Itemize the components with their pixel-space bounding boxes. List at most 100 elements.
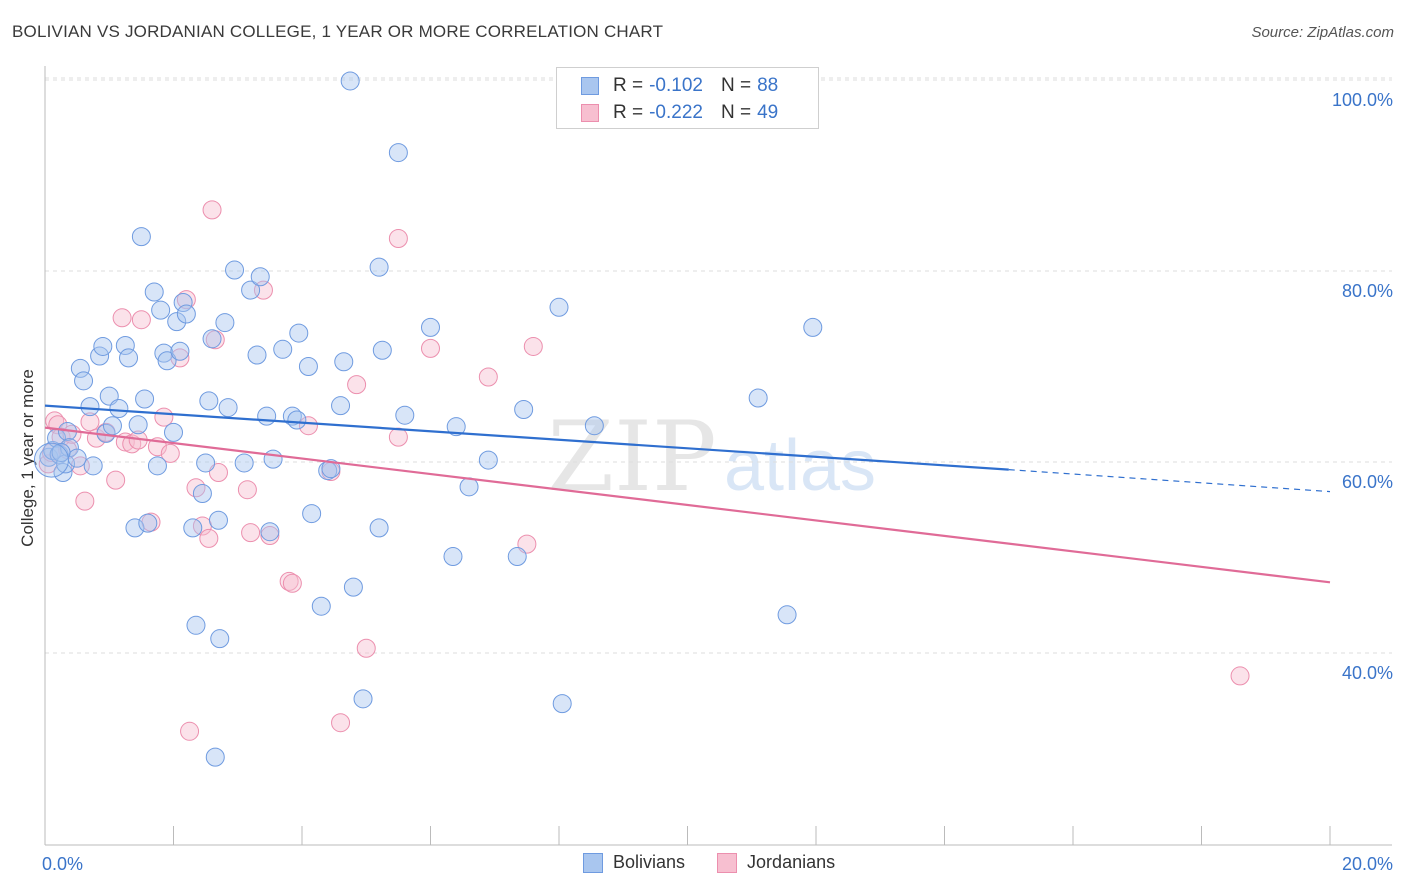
data-point-bolivians xyxy=(205,747,225,767)
data-point-bolivians xyxy=(443,547,463,567)
data-point-bolivians xyxy=(514,399,534,419)
data-point-bolivians xyxy=(395,405,415,425)
data-point-bolivians xyxy=(552,694,572,714)
legend-n-label: N = xyxy=(720,75,752,96)
trend-line-jordanians xyxy=(44,426,1331,584)
data-point-bolivians xyxy=(109,399,129,419)
data-point-jordanians xyxy=(154,407,174,427)
data-point-bolivians xyxy=(115,335,135,355)
data-point-jordanians xyxy=(106,470,126,490)
data-point-bolivians xyxy=(173,293,193,313)
data-point-bolivians xyxy=(321,459,341,479)
data-point-bolivians xyxy=(343,577,363,597)
legend-r-label: R = xyxy=(613,102,644,123)
data-point-bolivians xyxy=(334,352,354,372)
data-point-bolivians xyxy=(56,454,76,474)
data-point-bolivians xyxy=(199,391,219,411)
trend-line-bolivians xyxy=(44,404,1009,471)
data-point-bolivians xyxy=(311,596,331,616)
data-point-bolivians xyxy=(353,689,373,709)
y-tick-label: 40.0% xyxy=(1342,663,1393,683)
data-point-jordanians xyxy=(176,290,196,310)
data-point-jordanians xyxy=(80,412,100,432)
data-point-bolivians xyxy=(215,313,235,333)
data-point-jordanians xyxy=(199,528,219,548)
data-point-jordanians xyxy=(347,375,367,395)
data-point-jordanians xyxy=(131,310,151,330)
data-point-bolivians xyxy=(93,336,113,356)
data-point-bolivians xyxy=(144,282,164,302)
data-point-bolivians xyxy=(167,312,187,332)
data-point-bolivians xyxy=(234,453,254,473)
y-tick-label: 60.0% xyxy=(1342,472,1393,492)
data-point-bolivians xyxy=(225,260,245,280)
data-point-bolivians xyxy=(250,267,270,287)
legend-n-label: N = xyxy=(720,102,752,123)
data-point-jordanians xyxy=(388,229,408,249)
data-point-jordanians xyxy=(160,443,180,463)
data-point-bolivians xyxy=(164,422,183,442)
data-point-bolivians xyxy=(125,518,145,538)
data-point-jordanians xyxy=(298,416,318,436)
legend-swatch-bolivians xyxy=(581,77,599,95)
data-point-bolivians xyxy=(128,415,148,435)
data-point-bolivians xyxy=(247,345,267,365)
data-point-bolivians xyxy=(192,484,212,504)
data-point-bolivians xyxy=(340,71,360,91)
data-point-cluster xyxy=(33,442,69,478)
legend-item-bolivians[interactable]: Bolivians xyxy=(583,852,685,873)
trend-line-bolivians-extension xyxy=(1008,469,1331,493)
data-point-jordanians xyxy=(208,463,228,483)
legend-n-value: 49 xyxy=(757,102,779,123)
legend-item-jordanians[interactable]: Jordanians xyxy=(717,852,835,873)
x-tick-label-max: 20.0% xyxy=(1342,854,1393,874)
y-tick-label: 100.0% xyxy=(1332,90,1393,110)
data-point-bolivians xyxy=(369,257,389,277)
data-point-bolivians xyxy=(260,522,280,542)
data-point-bolivians xyxy=(74,371,94,391)
data-point-bolivians xyxy=(196,453,216,473)
data-point-bolivians xyxy=(549,297,569,317)
data-point-bolivians xyxy=(102,416,122,436)
data-point-bolivians xyxy=(748,388,768,408)
data-point-bolivians xyxy=(241,280,261,300)
data-point-bolivians xyxy=(135,389,155,409)
data-point-bolivians xyxy=(154,343,174,363)
data-point-jordanians xyxy=(282,573,302,593)
data-point-bolivians xyxy=(289,323,309,343)
data-point-bolivians xyxy=(218,398,238,418)
data-point-bolivians xyxy=(176,304,196,324)
data-point-bolivians xyxy=(777,605,797,625)
data-point-bolivians xyxy=(183,518,203,538)
data-point-bolivians xyxy=(421,317,440,337)
data-point-bolivians xyxy=(803,317,823,337)
data-point-bolivians xyxy=(151,300,171,320)
data-point-bolivians xyxy=(372,340,392,360)
legend-swatch-jordanians xyxy=(717,852,738,873)
source-label: Source: ZipAtlas.com xyxy=(1251,24,1394,41)
data-point-jordanians xyxy=(388,427,408,447)
y-tick-label: 80.0% xyxy=(1342,281,1393,301)
watermark: ZIP atlas xyxy=(547,401,876,513)
legend-r-value: -0.102 xyxy=(649,75,703,96)
data-point-bolivians xyxy=(331,396,351,416)
data-point-jordanians xyxy=(202,200,222,220)
data-point-bolivians xyxy=(131,227,151,247)
data-point-bolivians xyxy=(186,615,206,635)
watermark-zip: ZIP xyxy=(547,401,716,513)
data-point-bolivians xyxy=(202,329,222,349)
data-point-bolivians xyxy=(80,397,100,417)
x-tick-label-min: 0.0% xyxy=(42,854,83,874)
data-point-bolivians xyxy=(478,450,498,470)
legend-label-bolivians: Bolivians xyxy=(613,852,686,872)
data-point-bolivians xyxy=(147,456,167,476)
data-point-jordanians xyxy=(1230,666,1250,686)
data-point-bolivians xyxy=(257,406,277,426)
data-point-jordanians xyxy=(279,571,299,591)
legend-label-jordanians: Jordanians xyxy=(747,852,836,872)
data-point-jordanians xyxy=(523,336,543,356)
data-point-bolivians xyxy=(157,351,177,371)
data-point-bolivians xyxy=(138,513,158,533)
data-point-jordanians xyxy=(112,308,132,328)
